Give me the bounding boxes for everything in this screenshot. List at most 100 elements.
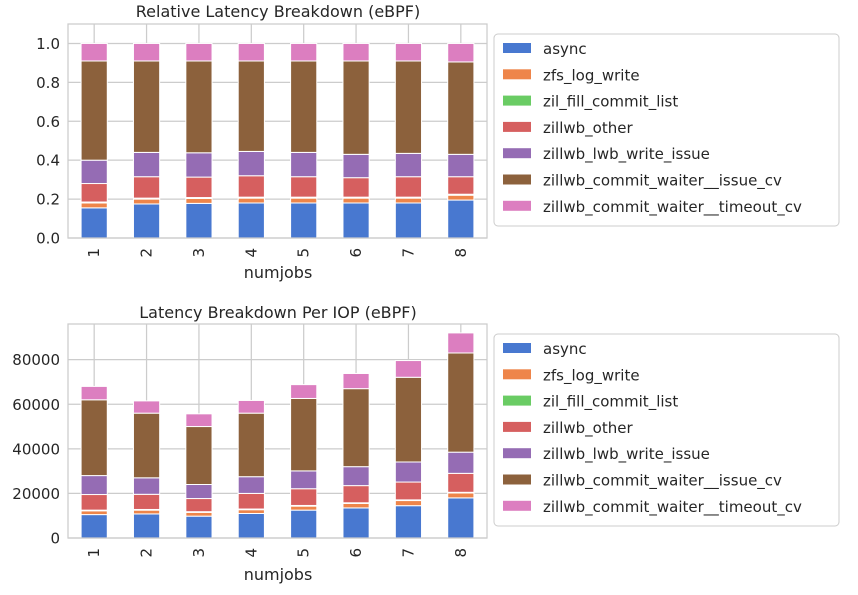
- legend-entry: zillwb_commit_waiter__timeout_cv: [543, 198, 802, 217]
- bar-segment-zfs-log-write: [447, 492, 475, 499]
- bar-segment-async: [237, 512, 265, 539]
- bar-segment-zillwb-commit-waiter--timeout-cv: [290, 384, 318, 399]
- legend-swatch: [503, 121, 531, 132]
- bar-segment-zillwb-commit-waiter--timeout-cv: [185, 42, 213, 62]
- y-tick-label: 1.0: [36, 35, 60, 53]
- bar-segment-zillwb-other: [447, 472, 475, 493]
- bar-segment-async: [132, 513, 161, 539]
- x-tick-label: 5: [295, 248, 313, 258]
- y-axis-ticks: 0.0 0.2 0.4 0.6 0.8 1.0: [36, 35, 60, 248]
- bar-segment-zfs-log-write: [290, 197, 318, 204]
- bar-segment-zfs-log-write: [237, 509, 265, 514]
- y-tick-label: 80000: [12, 351, 60, 369]
- bar-segment-zillwb-lwb-write-issue: [237, 476, 265, 494]
- bar-segment-zillwb-lwb-write-issue: [447, 451, 475, 474]
- x-tick-label: 4: [242, 548, 260, 558]
- legend: async zfs_log_write zil_fill_commit_listzi…: [493, 333, 840, 527]
- legend-entry: zil_fill_commit_list: [543, 393, 678, 412]
- bar-segment-zillwb-commit-waiter--issue-cv: [394, 60, 423, 154]
- legend-entry: zillwb_lwb_write_issue: [543, 145, 710, 164]
- bar-segment-zfs-log-write: [394, 197, 423, 204]
- bar-segment-async: [394, 202, 423, 239]
- x-tick-label: 4: [242, 248, 260, 258]
- legend-entry: zillwb_commit_waiter__issue_cv: [543, 172, 782, 191]
- plot-area: [68, 324, 487, 538]
- bar-segment-zillwb-commit-waiter--issue-cv: [237, 60, 265, 152]
- bar-segment-zillwb-commit-waiter--timeout-cv: [342, 42, 370, 62]
- legend-entry: zillwb_other: [543, 119, 633, 138]
- x-tick-label: 6: [347, 248, 365, 258]
- x-axis-label: numjobs: [244, 565, 313, 584]
- legend-swatch: [503, 95, 531, 106]
- bar-segment-zillwb-commit-waiter--timeout-cv: [342, 372, 370, 390]
- bar-segment-async: [237, 202, 265, 239]
- y-tick-label: 0: [50, 530, 60, 548]
- y-tick-label: 20000: [12, 485, 60, 503]
- legend-swatch: [503, 369, 531, 380]
- x-axis-label: numjobs: [244, 263, 313, 282]
- bar-segment-zfs-log-write: [132, 509, 161, 515]
- plot-frame: [67, 323, 488, 539]
- legend-swatch: [503, 69, 531, 80]
- bar-segment-zillwb-other: [342, 177, 370, 198]
- bar-segment-zillwb-lwb-write-issue: [237, 150, 265, 177]
- bar-segment-zillwb-commit-waiter--timeout-cv: [447, 42, 475, 63]
- x-tick-label: 7: [399, 248, 417, 258]
- bar-segment-zfs-log-write: [185, 198, 213, 204]
- bar-segment-zillwb-other: [80, 494, 108, 511]
- x-tick-label: 2: [138, 548, 156, 558]
- bar-segment-zillwb-commit-waiter--timeout-cv: [394, 42, 423, 62]
- x-axis-ticks: 1 2 3 4 5 6 7 8: [85, 248, 470, 258]
- y-tick-label: 0.8: [36, 74, 60, 92]
- bar-segment-zfs-log-write: [447, 194, 475, 201]
- bar-segment-zillwb-commit-waiter--issue-cv: [185, 426, 213, 485]
- bar-segment-zfs-log-write: [342, 197, 370, 204]
- legend-swatch: [503, 43, 531, 53]
- bar-segment-zillwb-commit-waiter--issue-cv: [447, 61, 475, 155]
- y-tick-label: 0.4: [36, 152, 60, 170]
- bar-segment-zillwb-commit-waiter--timeout-cv: [80, 385, 108, 401]
- per-iop-latency-chart: Latency Breakdown Per IOP (eBPF) 0 20000 4…: [12, 303, 840, 584]
- bar-segment-zillwb-commit-waiter--issue-cv: [80, 399, 108, 477]
- bar-segment-zillwb-other: [132, 493, 161, 510]
- legend-entry: zfs_log_write: [543, 66, 640, 85]
- x-tick-label: 8: [452, 248, 470, 258]
- plot-frame: [67, 23, 488, 239]
- bar-segment-zillwb-other: [237, 492, 265, 510]
- plot-area: [68, 24, 487, 238]
- bar-segment-zillwb-lwb-write-issue: [185, 152, 213, 178]
- x-axis-ticks: 1 2 3 4 5 6 7 8: [85, 548, 470, 558]
- legend-swatch: [503, 474, 531, 485]
- bar-segment-zillwb-commit-waiter--timeout-cv: [290, 42, 318, 62]
- chart-title: Relative Latency Breakdown (eBPF): [136, 2, 420, 21]
- bar-segment-zillwb-commit-waiter--issue-cv: [342, 60, 370, 155]
- bar-segment-zillwb-commit-waiter--issue-cv: [185, 60, 213, 154]
- bar-segment-zillwb-other: [447, 176, 475, 195]
- bar-segment-zfs-log-write: [80, 202, 108, 209]
- legend: async zfs_log_write zil_fill_commit_listzi…: [493, 33, 840, 227]
- bar-segment-zillwb-other: [394, 176, 423, 198]
- x-tick-label: 6: [347, 548, 365, 558]
- bar-segment-zfs-log-write: [237, 197, 265, 204]
- bar-segment-async: [185, 515, 213, 539]
- bar-segment-zillwb-commit-waiter--issue-cv: [290, 397, 318, 472]
- legend-entry: zfs_log_write: [543, 366, 640, 385]
- bar-segment-async: [447, 199, 475, 239]
- bar-segment-zillwb-commit-waiter--timeout-cv: [80, 42, 108, 62]
- legend-swatch: [503, 174, 531, 185]
- bar-segment-zillwb-commit-waiter--timeout-cv: [132, 400, 161, 414]
- bar-segment-zillwb-commit-waiter--issue-cv: [237, 412, 265, 478]
- bar-segment-zillwb-commit-waiter--issue-cv: [290, 60, 318, 153]
- bar-segment-async: [342, 202, 370, 239]
- legend-entry: zillwb_lwb_write_issue: [543, 445, 710, 464]
- bar-segment-zillwb-commit-waiter--issue-cv: [132, 412, 161, 479]
- x-tick-label: 8: [452, 548, 470, 558]
- legend-entry: async: [543, 340, 587, 358]
- bar-segment-zillwb-lwb-write-issue: [342, 466, 370, 487]
- legend-entry: zillwb_other: [543, 419, 633, 438]
- bar-segment-zfs-log-write: [132, 198, 161, 205]
- bar-segment-zillwb-lwb-write-issue: [132, 477, 161, 495]
- chart-title: Latency Breakdown Per IOP (eBPF): [139, 303, 417, 322]
- legend-swatch: [503, 343, 531, 353]
